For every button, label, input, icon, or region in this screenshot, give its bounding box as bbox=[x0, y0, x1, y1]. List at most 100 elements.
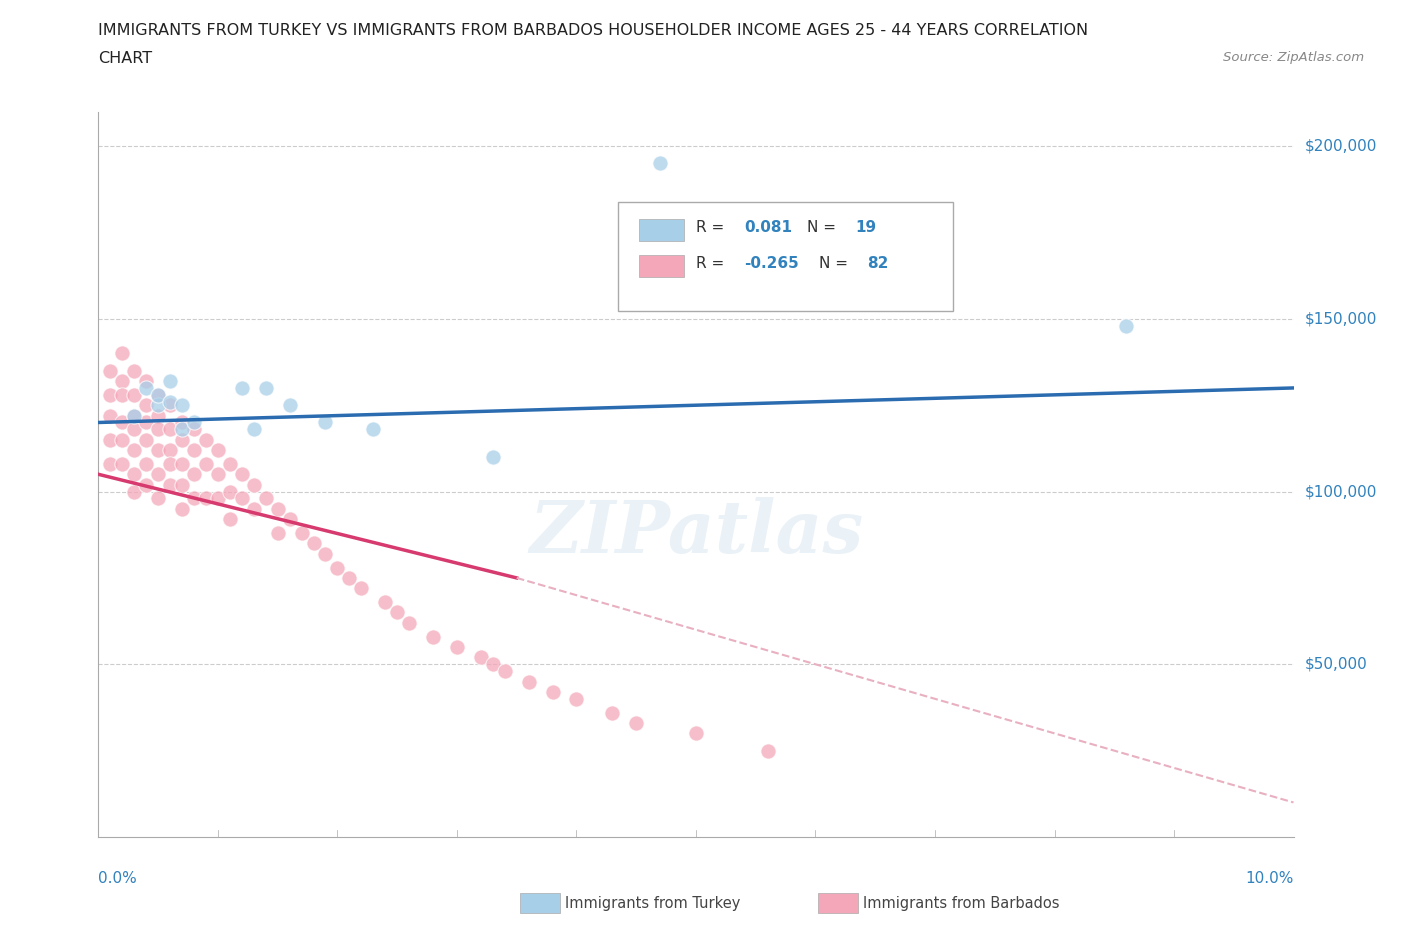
Point bbox=[565, 691, 588, 706]
Text: IMMIGRANTS FROM TURKEY VS IMMIGRANTS FROM BARBADOS HOUSEHOLDER INCOME AGES 25 - : IMMIGRANTS FROM TURKEY VS IMMIGRANTS FRO… bbox=[98, 23, 1088, 38]
Text: N =: N = bbox=[807, 220, 841, 235]
Point bbox=[172, 457, 194, 472]
Point bbox=[315, 546, 337, 561]
Point bbox=[135, 380, 157, 395]
Text: $150,000: $150,000 bbox=[1305, 312, 1376, 326]
Point bbox=[709, 225, 731, 240]
Point bbox=[148, 467, 170, 482]
Point bbox=[231, 380, 253, 395]
Point bbox=[422, 630, 444, 644]
Text: 0.0%: 0.0% bbox=[98, 871, 138, 886]
Point bbox=[231, 491, 253, 506]
Point bbox=[302, 536, 325, 551]
Point bbox=[111, 374, 134, 389]
Text: Source: ZipAtlas.com: Source: ZipAtlas.com bbox=[1223, 51, 1364, 64]
Point bbox=[541, 684, 564, 699]
Point bbox=[398, 616, 420, 631]
Point bbox=[148, 491, 170, 506]
Point bbox=[385, 605, 409, 620]
Point bbox=[470, 650, 492, 665]
Point bbox=[278, 398, 301, 413]
Point bbox=[267, 525, 290, 540]
Point bbox=[481, 657, 505, 671]
Point bbox=[648, 156, 672, 171]
Text: $200,000: $200,000 bbox=[1305, 139, 1376, 153]
Point bbox=[159, 394, 181, 409]
Point bbox=[172, 477, 194, 492]
Point bbox=[135, 374, 157, 389]
Point bbox=[624, 715, 647, 730]
Point bbox=[148, 388, 170, 403]
Point bbox=[98, 388, 122, 403]
Point bbox=[183, 415, 205, 430]
Point bbox=[111, 388, 134, 403]
Point bbox=[363, 422, 385, 437]
Text: 0.081: 0.081 bbox=[744, 220, 792, 235]
Text: $100,000: $100,000 bbox=[1305, 485, 1376, 499]
Point bbox=[98, 432, 122, 447]
Point bbox=[159, 443, 181, 458]
Point bbox=[124, 388, 146, 403]
Point bbox=[135, 398, 157, 413]
Point bbox=[111, 457, 134, 472]
Text: $50,000: $50,000 bbox=[1305, 657, 1368, 671]
Point bbox=[124, 422, 146, 437]
Point bbox=[243, 501, 266, 516]
Point bbox=[494, 664, 516, 679]
Point bbox=[172, 501, 194, 516]
Point bbox=[172, 415, 194, 430]
Point bbox=[600, 705, 623, 720]
Point bbox=[254, 491, 277, 506]
Point bbox=[219, 457, 242, 472]
Point bbox=[172, 422, 194, 437]
Text: 82: 82 bbox=[868, 257, 889, 272]
Point bbox=[183, 467, 205, 482]
Point bbox=[159, 477, 181, 492]
Text: N =: N = bbox=[820, 257, 853, 272]
Point bbox=[183, 491, 205, 506]
Point bbox=[148, 388, 170, 403]
FancyBboxPatch shape bbox=[638, 255, 685, 277]
Point bbox=[290, 525, 312, 540]
Point bbox=[148, 422, 170, 437]
Point bbox=[159, 374, 181, 389]
Point bbox=[267, 501, 290, 516]
Point bbox=[111, 432, 134, 447]
Point bbox=[219, 485, 242, 499]
Point bbox=[183, 422, 205, 437]
Point bbox=[98, 457, 122, 472]
Point bbox=[350, 581, 373, 596]
Point bbox=[517, 674, 540, 689]
Text: R =: R = bbox=[696, 257, 730, 272]
Point bbox=[124, 364, 146, 379]
Point bbox=[207, 443, 229, 458]
Point bbox=[481, 449, 505, 464]
Point bbox=[194, 457, 218, 472]
Point bbox=[111, 415, 134, 430]
Text: 19: 19 bbox=[855, 220, 876, 235]
Point bbox=[1115, 318, 1137, 333]
Point bbox=[148, 398, 170, 413]
Point bbox=[194, 432, 218, 447]
Point bbox=[124, 408, 146, 423]
Text: ZIPatlas: ZIPatlas bbox=[529, 497, 863, 568]
Point bbox=[111, 346, 134, 361]
Point bbox=[135, 457, 157, 472]
Point bbox=[98, 364, 122, 379]
Point bbox=[243, 477, 266, 492]
Point bbox=[685, 726, 707, 741]
Point bbox=[135, 415, 157, 430]
Point bbox=[243, 422, 266, 437]
Text: Immigrants from Barbados: Immigrants from Barbados bbox=[863, 896, 1060, 910]
Point bbox=[124, 443, 146, 458]
Point bbox=[98, 408, 122, 423]
Point bbox=[231, 467, 253, 482]
Text: -0.265: -0.265 bbox=[744, 257, 799, 272]
Point bbox=[339, 570, 360, 585]
Point bbox=[756, 743, 779, 758]
Point bbox=[183, 443, 205, 458]
Point bbox=[172, 432, 194, 447]
Point bbox=[278, 512, 301, 526]
FancyBboxPatch shape bbox=[638, 219, 685, 241]
FancyBboxPatch shape bbox=[619, 203, 953, 311]
